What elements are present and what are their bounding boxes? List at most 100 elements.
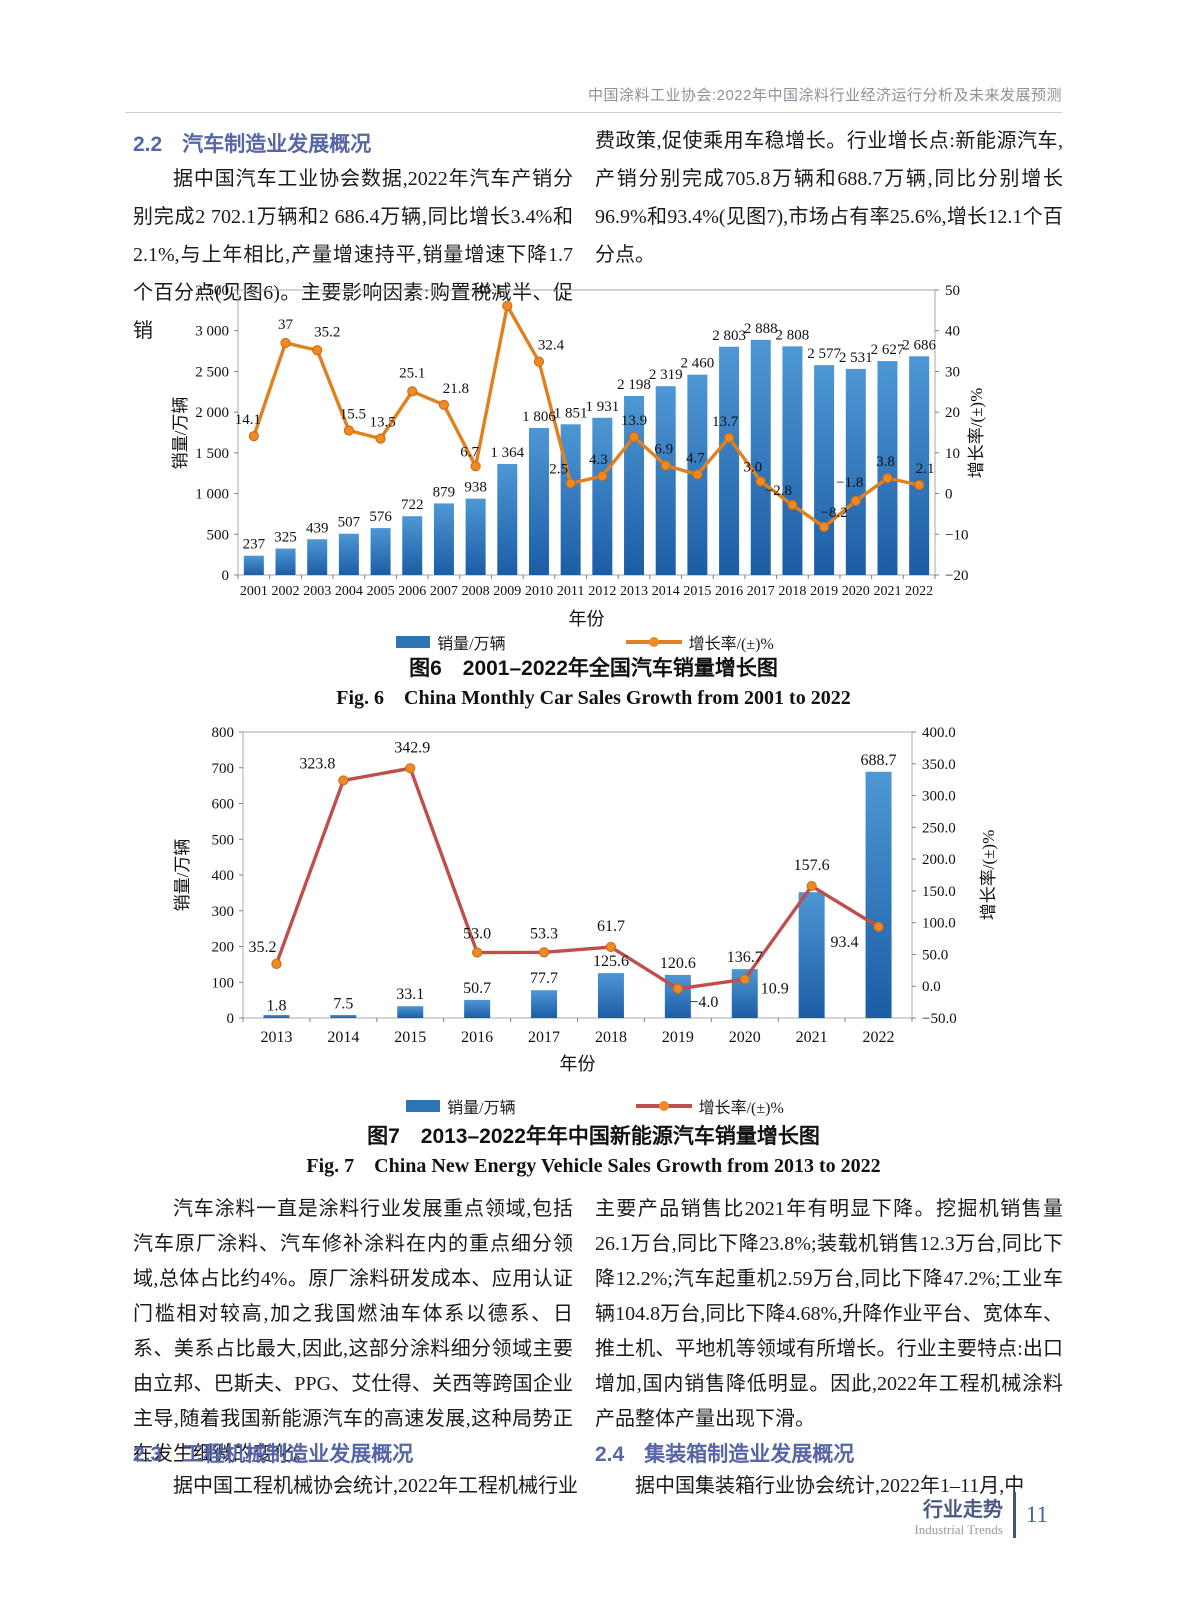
svg-text:700: 700 [212, 761, 235, 777]
figure6-caption-cn: 图6 2001–2022年全国汽车销量增长图 [409, 657, 778, 680]
figure6-chart: 3 500 3 000 2 500 2 000 1 500 1 000 500 0 50 40 30… [171, 283, 986, 629]
svg-text:2.1: 2.1 [916, 461, 935, 477]
section-2-3-heading: 2.3 工程机械制造业发展概况 [133, 1438, 413, 1468]
svg-text:2003: 2003 [303, 584, 331, 599]
svg-text:33.1: 33.1 [396, 986, 424, 1003]
section-2-3-first-line: 据中国工程机械协会统计,2022年工程机械行业 [173, 1475, 578, 1497]
svg-text:1.8: 1.8 [266, 997, 286, 1014]
svg-text:2022: 2022 [863, 1029, 895, 1046]
line-legend-swatch-icon [625, 637, 682, 647]
figure7-legend-growth: 增长率/(±)% [635, 1094, 784, 1118]
fig6-bars [243, 339, 930, 575]
svg-text:15.5: 15.5 [340, 406, 366, 422]
section-2-4-number: 2.4 [595, 1443, 625, 1466]
svg-text:2 803: 2 803 [712, 328, 746, 344]
svg-text:32.4: 32.4 [538, 338, 565, 354]
figure7-caption-cn: 图7 2013–2022年年中国新能源汽车销量增长图 [367, 1125, 820, 1148]
section-2-3-title: 工程机械制造业发展概况 [182, 1443, 414, 1466]
svg-text:2 198: 2 198 [617, 377, 651, 393]
legend-label-sales: 销量/万辆 [437, 636, 506, 653]
svg-text:−2.8: −2.8 [765, 483, 792, 499]
svg-text:2018: 2018 [595, 1029, 627, 1046]
svg-text:0: 0 [945, 487, 953, 503]
svg-text:136.7: 136.7 [727, 949, 763, 966]
svg-text:3 500: 3 500 [195, 283, 229, 299]
svg-text:2019: 2019 [810, 584, 838, 599]
svg-text:0: 0 [227, 1011, 235, 1027]
figure6-legend: 销量/万辆 增长率/(±)% [170, 630, 1000, 654]
svg-text:2007: 2007 [430, 584, 458, 599]
figure6-legend-growth: 增长率/(±)% [625, 630, 774, 654]
svg-text:323.8: 323.8 [299, 755, 335, 772]
fig6-x-axis-title: 年份 [569, 609, 605, 629]
svg-text:6.9: 6.9 [654, 441, 673, 457]
section-2-2-number: 2.2 [133, 133, 163, 156]
svg-text:−1.8: −1.8 [836, 475, 863, 491]
section-2-4-heading: 2.4 集装箱制造业发展概况 [595, 1438, 854, 1468]
svg-text:2014: 2014 [327, 1029, 359, 1046]
svg-text:2 531: 2 531 [839, 350, 873, 366]
svg-text:2 500: 2 500 [195, 364, 229, 380]
svg-text:46.1: 46.1 [476, 283, 502, 298]
svg-text:7.5: 7.5 [333, 995, 353, 1012]
svg-text:120.6: 120.6 [660, 955, 696, 972]
svg-text:2018: 2018 [778, 584, 806, 599]
svg-text:3.0: 3.0 [743, 459, 762, 475]
svg-text:2016: 2016 [461, 1029, 493, 1046]
svg-text:507: 507 [338, 515, 361, 531]
fig7-x-axis-title: 年份 [560, 1054, 596, 1074]
svg-text:1 500: 1 500 [195, 446, 229, 462]
svg-text:100.0: 100.0 [922, 916, 956, 932]
svg-text:2013: 2013 [260, 1029, 292, 1046]
svg-text:13.5: 13.5 [369, 415, 395, 431]
svg-text:50: 50 [945, 283, 960, 299]
svg-text:2005: 2005 [367, 584, 395, 599]
footer-title-cn: 行业走势 [922, 1498, 1003, 1521]
svg-text:1 000: 1 000 [195, 487, 229, 503]
svg-text:25.1: 25.1 [399, 365, 425, 381]
svg-text:2016: 2016 [715, 584, 743, 599]
svg-text:2019: 2019 [662, 1029, 694, 1046]
svg-text:400: 400 [212, 868, 235, 884]
svg-text:157.6: 157.6 [794, 857, 830, 874]
svg-text:300.0: 300.0 [922, 789, 956, 805]
svg-text:2013: 2013 [620, 584, 648, 599]
fig7-growth-line [271, 763, 884, 994]
bar-legend-swatch-icon [396, 636, 431, 648]
svg-text:61.7: 61.7 [597, 918, 625, 935]
legend-label-growth: 增长率/(±)% [698, 1100, 784, 1117]
svg-text:6.7: 6.7 [460, 444, 479, 460]
svg-text:2014: 2014 [652, 584, 680, 599]
svg-text:2020: 2020 [842, 584, 870, 599]
svg-text:4.3: 4.3 [589, 452, 608, 468]
svg-text:200.0: 200.0 [922, 852, 956, 868]
svg-text:4.7: 4.7 [686, 450, 705, 466]
svg-text:20: 20 [945, 405, 960, 421]
svg-text:2 000: 2 000 [195, 405, 229, 421]
svg-text:2022: 2022 [905, 584, 933, 599]
figure6-legend-sales: 销量/万辆 [396, 630, 506, 654]
svg-text:300: 300 [212, 904, 235, 920]
svg-text:722: 722 [401, 497, 424, 513]
svg-text:879: 879 [433, 484, 456, 500]
fig6-left-axis-title: 销量/万辆 [171, 397, 190, 470]
svg-text:2 888: 2 888 [744, 321, 778, 337]
svg-text:1 806: 1 806 [522, 409, 556, 425]
machinery-paragraph-right: 主要产品销售比2021年有明显下降。挖掘机销售量26.1万台,同比下降23.8%… [595, 1198, 1063, 1430]
svg-text:2001: 2001 [240, 584, 268, 599]
svg-text:10.9: 10.9 [761, 980, 789, 997]
svg-text:600: 600 [212, 797, 235, 813]
svg-text:500: 500 [207, 527, 230, 543]
svg-text:2009: 2009 [493, 584, 521, 599]
svg-text:250.0: 250.0 [922, 820, 956, 836]
svg-text:2 808: 2 808 [776, 327, 810, 343]
section-2-3-number: 2.3 [133, 1443, 163, 1466]
svg-text:2017: 2017 [528, 1029, 560, 1046]
svg-text:2006: 2006 [398, 584, 426, 599]
svg-text:2021: 2021 [873, 584, 901, 599]
svg-text:35.2: 35.2 [248, 939, 276, 956]
svg-text:0.0: 0.0 [922, 979, 941, 995]
svg-text:2015: 2015 [394, 1029, 426, 1046]
svg-text:13.9: 13.9 [621, 413, 647, 429]
